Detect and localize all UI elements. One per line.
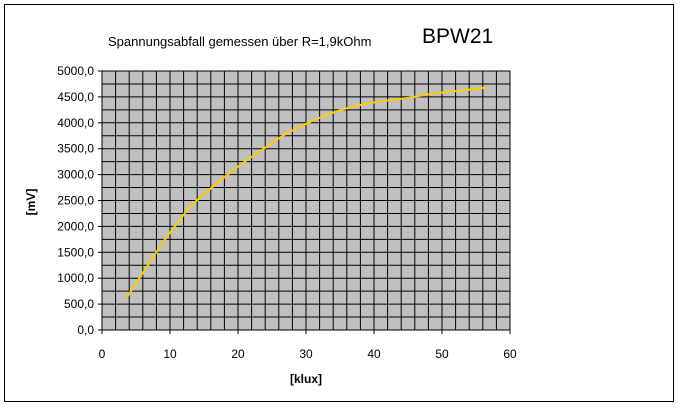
y-tick-label: 4500,0 [57,90,94,104]
x-tick-label: 30 [299,347,313,361]
x-tick-label: 60 [503,347,517,361]
x-tick-label: 40 [367,347,381,361]
y-tick-label: 500,0 [64,297,94,311]
y-tick-label: 3500,0 [57,142,94,156]
x-tick-label: 20 [231,347,245,361]
x-axis-label: [klux] [290,372,322,386]
y-tick-label: 5000,0 [57,64,94,78]
y-tick-label: 3000,0 [57,168,94,182]
chart-title: BPW21 [422,25,494,48]
y-tick-label: 2000,0 [57,219,94,233]
x-tick-label: 10 [163,347,177,361]
x-tick-label: 0 [99,347,106,361]
chart-subtitle: Spannungsabfall gemessen über R=1,9kOhm [108,34,372,49]
series-line [124,86,487,300]
y-tick-label: 1000,0 [57,271,94,285]
y-tick-label: 2500,0 [57,194,94,208]
y-tick-label: 4000,0 [57,116,94,130]
y-tick-label: 1500,0 [57,245,94,259]
y-tick-label: 0,0 [77,323,94,337]
x-tick-label: 50 [435,347,449,361]
y-axis-label: [mV] [24,189,38,216]
